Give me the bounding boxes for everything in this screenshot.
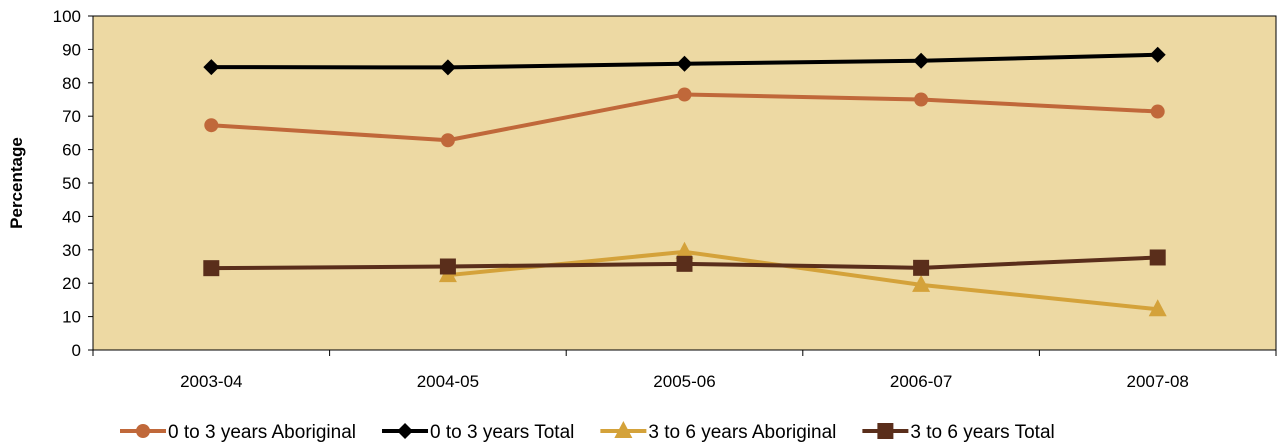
y-tick-label: 90 bbox=[62, 40, 81, 59]
legend-swatch-marker bbox=[614, 421, 633, 438]
series-zero-three-aboriginal bbox=[204, 87, 1165, 148]
legend-label: 3 to 6 years Total bbox=[910, 422, 1054, 443]
y-tick-label: 0 bbox=[72, 341, 81, 360]
x-tick-label: 2003-04 bbox=[180, 372, 242, 391]
y-tick-label: 60 bbox=[62, 141, 81, 160]
y-tick-label: 80 bbox=[62, 74, 81, 93]
data-point bbox=[1149, 46, 1166, 63]
data-point bbox=[913, 259, 930, 276]
series-layer bbox=[203, 46, 1167, 317]
series-zero-three-total bbox=[203, 46, 1166, 76]
y-axis: 0 10 20 30 40 50 60 70 80 90 100 bbox=[53, 7, 93, 360]
data-point bbox=[1149, 249, 1166, 266]
data-point bbox=[676, 55, 693, 72]
x-axis: 2003-04 2004-05 2005-06 2006-07 2007-08 bbox=[92, 350, 1277, 391]
y-tick-label: 100 bbox=[53, 7, 81, 26]
legend-label: 0 to 3 years Aboriginal bbox=[168, 422, 356, 443]
data-point bbox=[914, 92, 929, 107]
data-point bbox=[439, 59, 456, 76]
y-tick-label: 70 bbox=[62, 107, 81, 126]
x-tick-label: 2004-05 bbox=[417, 372, 479, 391]
data-point bbox=[203, 59, 220, 76]
legend-swatch-marker bbox=[877, 423, 894, 439]
legend-swatch-marker bbox=[136, 424, 150, 438]
y-tick-label: 30 bbox=[62, 241, 81, 260]
x-tick-label: 2006-07 bbox=[890, 372, 952, 391]
legend-label: 3 to 6 years Aboriginal bbox=[648, 422, 836, 443]
data-point bbox=[913, 52, 930, 69]
y-tick-label: 10 bbox=[62, 308, 81, 327]
data-point bbox=[677, 87, 692, 102]
data-point bbox=[675, 241, 694, 259]
data-point bbox=[912, 274, 931, 292]
legend-item-three-six-aboriginal: 3 to 6 years Aboriginal bbox=[600, 421, 836, 443]
data-point bbox=[203, 260, 220, 277]
data-point bbox=[440, 133, 455, 148]
legend-label: 0 to 3 years Total bbox=[430, 422, 574, 443]
legend: 0 to 3 years Aboriginal 0 to 3 years Tota… bbox=[120, 421, 1055, 443]
series-three-six-total bbox=[203, 249, 1166, 277]
data-point bbox=[676, 255, 693, 272]
y-axis-title: Percentage bbox=[7, 137, 26, 229]
y-tick-label: 20 bbox=[62, 274, 81, 293]
y-tick-label: 50 bbox=[62, 174, 81, 193]
data-point bbox=[1150, 104, 1165, 119]
legend-item-zero-three-aboriginal: 0 to 3 years Aboriginal bbox=[120, 422, 356, 443]
data-point bbox=[1148, 299, 1167, 317]
x-tick-label: 2005-06 bbox=[653, 372, 715, 391]
legend-item-zero-three-total: 0 to 3 years Total bbox=[382, 422, 574, 443]
data-point bbox=[204, 118, 219, 133]
x-tick-label: 2007-08 bbox=[1127, 372, 1189, 391]
legend-item-three-six-total: 3 to 6 years Total bbox=[862, 422, 1055, 443]
y-tick-label: 40 bbox=[62, 207, 81, 226]
legend-swatch-marker bbox=[397, 423, 414, 439]
data-point bbox=[439, 258, 456, 275]
